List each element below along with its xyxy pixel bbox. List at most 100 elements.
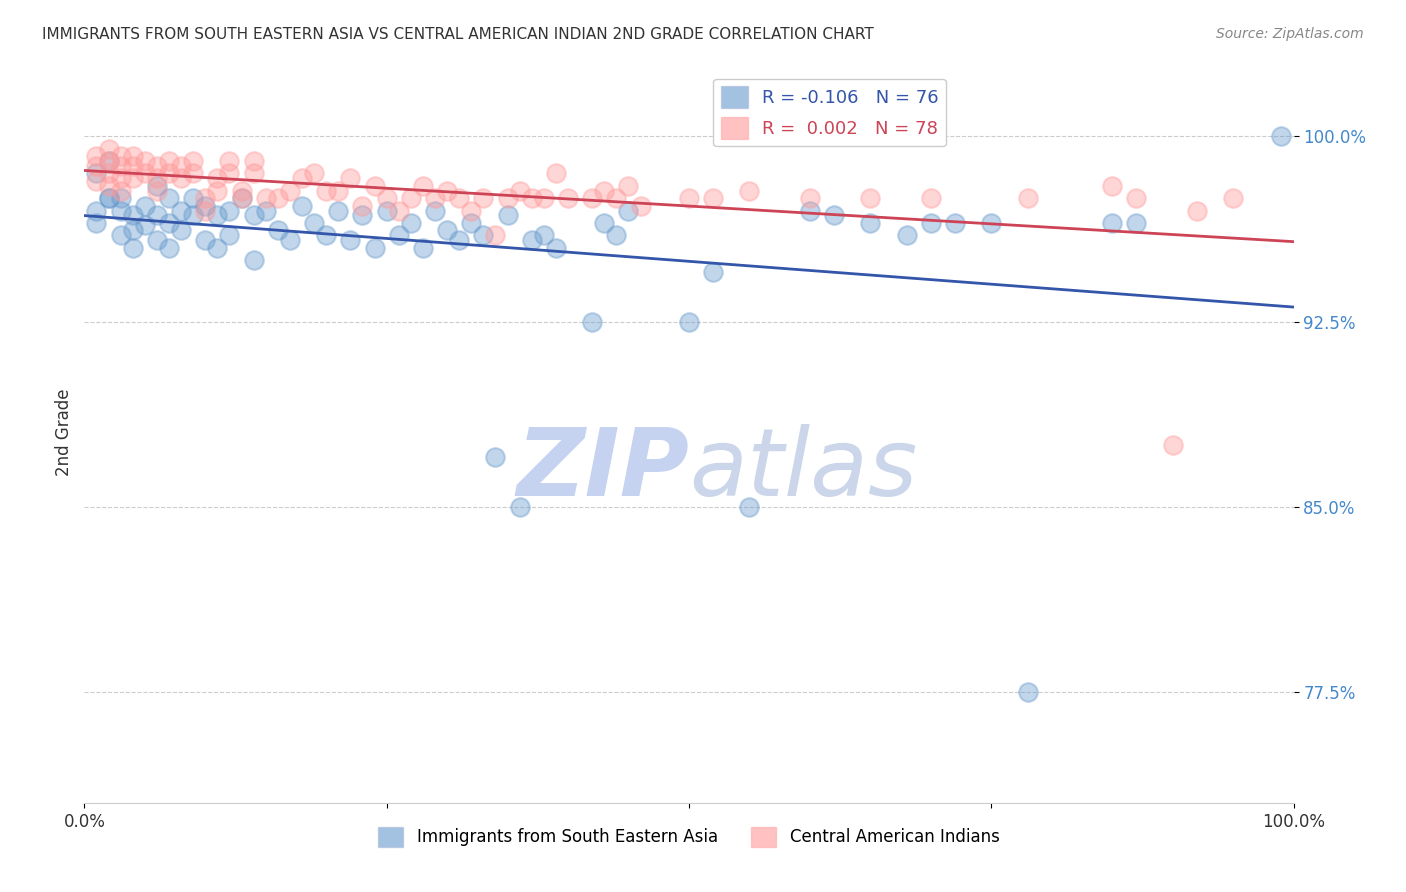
Point bbox=[496, 191, 519, 205]
Point bbox=[97, 191, 120, 205]
Point bbox=[315, 184, 337, 198]
Point bbox=[267, 223, 290, 237]
Point bbox=[920, 216, 942, 230]
Point bbox=[702, 191, 724, 205]
Point bbox=[702, 265, 724, 279]
Point bbox=[449, 233, 471, 247]
Point bbox=[231, 191, 253, 205]
Point bbox=[593, 184, 616, 198]
Point bbox=[363, 178, 385, 193]
Point bbox=[617, 178, 640, 193]
Point bbox=[134, 154, 156, 169]
Point bbox=[97, 178, 120, 193]
Point bbox=[496, 209, 519, 223]
Point bbox=[375, 203, 398, 218]
Point bbox=[544, 166, 567, 180]
Point bbox=[207, 171, 229, 186]
Point bbox=[218, 228, 240, 243]
Point bbox=[157, 191, 180, 205]
Point bbox=[146, 209, 169, 223]
Point bbox=[352, 209, 374, 223]
Point bbox=[617, 203, 640, 218]
Point bbox=[352, 198, 374, 212]
Point bbox=[605, 228, 627, 243]
Point bbox=[472, 228, 495, 243]
Point bbox=[363, 240, 385, 255]
Point bbox=[278, 184, 301, 198]
Point bbox=[302, 166, 325, 180]
Point bbox=[86, 159, 108, 173]
Point bbox=[97, 142, 120, 156]
Point bbox=[484, 450, 506, 465]
Point bbox=[207, 240, 229, 255]
Point bbox=[678, 314, 700, 328]
Point bbox=[86, 203, 108, 218]
Point bbox=[278, 233, 301, 247]
Point bbox=[242, 166, 264, 180]
Point bbox=[121, 223, 143, 237]
Point bbox=[520, 191, 543, 205]
Y-axis label: 2nd Grade: 2nd Grade bbox=[55, 389, 73, 476]
Point bbox=[242, 209, 264, 223]
Point bbox=[1185, 203, 1208, 218]
Point bbox=[339, 233, 361, 247]
Point bbox=[110, 203, 132, 218]
Point bbox=[859, 191, 882, 205]
Point bbox=[254, 203, 277, 218]
Point bbox=[231, 184, 253, 198]
Point bbox=[412, 178, 434, 193]
Point bbox=[97, 154, 120, 169]
Point bbox=[339, 171, 361, 186]
Point bbox=[557, 191, 579, 205]
Point bbox=[484, 228, 506, 243]
Point bbox=[231, 191, 253, 205]
Point bbox=[1101, 216, 1123, 230]
Point bbox=[181, 166, 204, 180]
Point bbox=[181, 209, 204, 223]
Point bbox=[315, 228, 337, 243]
Point bbox=[509, 500, 531, 514]
Point bbox=[533, 228, 555, 243]
Point bbox=[218, 166, 240, 180]
Point bbox=[97, 166, 120, 180]
Point bbox=[110, 149, 132, 163]
Text: ZIP: ZIP bbox=[516, 424, 689, 516]
Point bbox=[207, 209, 229, 223]
Point bbox=[423, 203, 446, 218]
Point bbox=[472, 191, 495, 205]
Text: atlas: atlas bbox=[689, 424, 917, 516]
Point bbox=[328, 184, 350, 198]
Point bbox=[157, 154, 180, 169]
Point bbox=[194, 191, 217, 205]
Point bbox=[218, 154, 240, 169]
Point bbox=[146, 184, 169, 198]
Point bbox=[146, 159, 169, 173]
Point bbox=[509, 184, 531, 198]
Text: IMMIGRANTS FROM SOUTH EASTERN ASIA VS CENTRAL AMERICAN INDIAN 2ND GRADE CORRELAT: IMMIGRANTS FROM SOUTH EASTERN ASIA VS CE… bbox=[42, 27, 875, 42]
Point bbox=[799, 191, 821, 205]
Point bbox=[1125, 216, 1147, 230]
Point bbox=[460, 203, 482, 218]
Point bbox=[1101, 178, 1123, 193]
Point bbox=[460, 216, 482, 230]
Point bbox=[423, 191, 446, 205]
Point bbox=[328, 203, 350, 218]
Point bbox=[86, 166, 108, 180]
Point bbox=[121, 240, 143, 255]
Point bbox=[399, 191, 422, 205]
Point bbox=[157, 166, 180, 180]
Point bbox=[170, 223, 193, 237]
Point bbox=[121, 149, 143, 163]
Point bbox=[738, 184, 761, 198]
Point bbox=[375, 191, 398, 205]
Point bbox=[1017, 684, 1039, 698]
Point bbox=[896, 228, 918, 243]
Point bbox=[194, 198, 217, 212]
Text: Source: ZipAtlas.com: Source: ZipAtlas.com bbox=[1216, 27, 1364, 41]
Point bbox=[181, 154, 204, 169]
Point bbox=[1017, 191, 1039, 205]
Point bbox=[738, 500, 761, 514]
Point bbox=[581, 191, 603, 205]
Point bbox=[110, 159, 132, 173]
Legend: Immigrants from South Eastern Asia, Central American Indians: Immigrants from South Eastern Asia, Cent… bbox=[371, 820, 1007, 854]
